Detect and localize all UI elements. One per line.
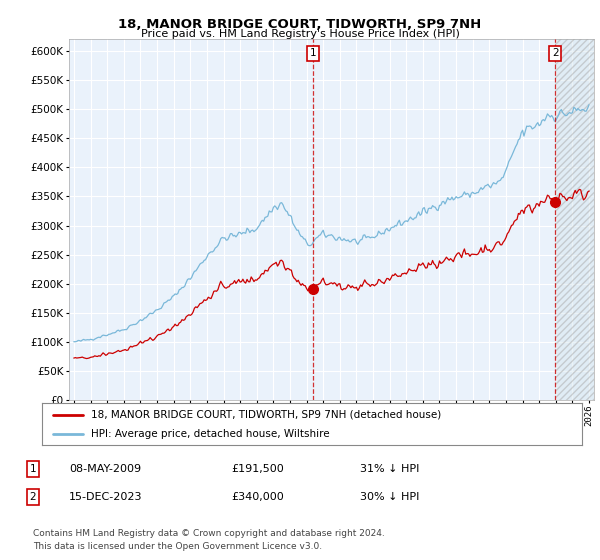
Text: 30% ↓ HPI: 30% ↓ HPI	[360, 492, 419, 502]
Text: Price paid vs. HM Land Registry's House Price Index (HPI): Price paid vs. HM Land Registry's House …	[140, 29, 460, 39]
Text: 1: 1	[310, 48, 316, 58]
Bar	[555, 39, 594, 400]
Text: 2: 2	[552, 48, 559, 58]
Text: 18, MANOR BRIDGE COURT, TIDWORTH, SP9 7NH (detached house): 18, MANOR BRIDGE COURT, TIDWORTH, SP9 7N…	[91, 409, 441, 419]
Text: 08-MAY-2009: 08-MAY-2009	[69, 464, 141, 474]
Text: 15-DEC-2023: 15-DEC-2023	[69, 492, 143, 502]
Bar	[555, 39, 594, 400]
Text: 31% ↓ HPI: 31% ↓ HPI	[360, 464, 419, 474]
Text: 2: 2	[29, 492, 37, 502]
Text: Contains HM Land Registry data © Crown copyright and database right 2024.
This d: Contains HM Land Registry data © Crown c…	[33, 529, 385, 550]
Text: £191,500: £191,500	[231, 464, 284, 474]
Text: £340,000: £340,000	[231, 492, 284, 502]
Text: 1: 1	[29, 464, 37, 474]
Text: 18, MANOR BRIDGE COURT, TIDWORTH, SP9 7NH: 18, MANOR BRIDGE COURT, TIDWORTH, SP9 7N…	[118, 18, 482, 31]
Text: HPI: Average price, detached house, Wiltshire: HPI: Average price, detached house, Wilt…	[91, 429, 329, 439]
